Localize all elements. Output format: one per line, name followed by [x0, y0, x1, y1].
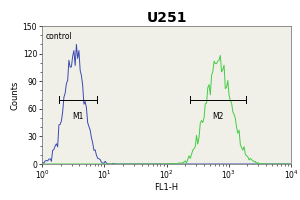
Title: U251: U251 [146, 11, 187, 25]
Text: control: control [46, 32, 73, 41]
X-axis label: FL1-H: FL1-H [154, 183, 178, 192]
Y-axis label: Counts: Counts [11, 80, 20, 110]
Text: M2: M2 [212, 112, 224, 121]
Text: M1: M1 [72, 112, 84, 121]
